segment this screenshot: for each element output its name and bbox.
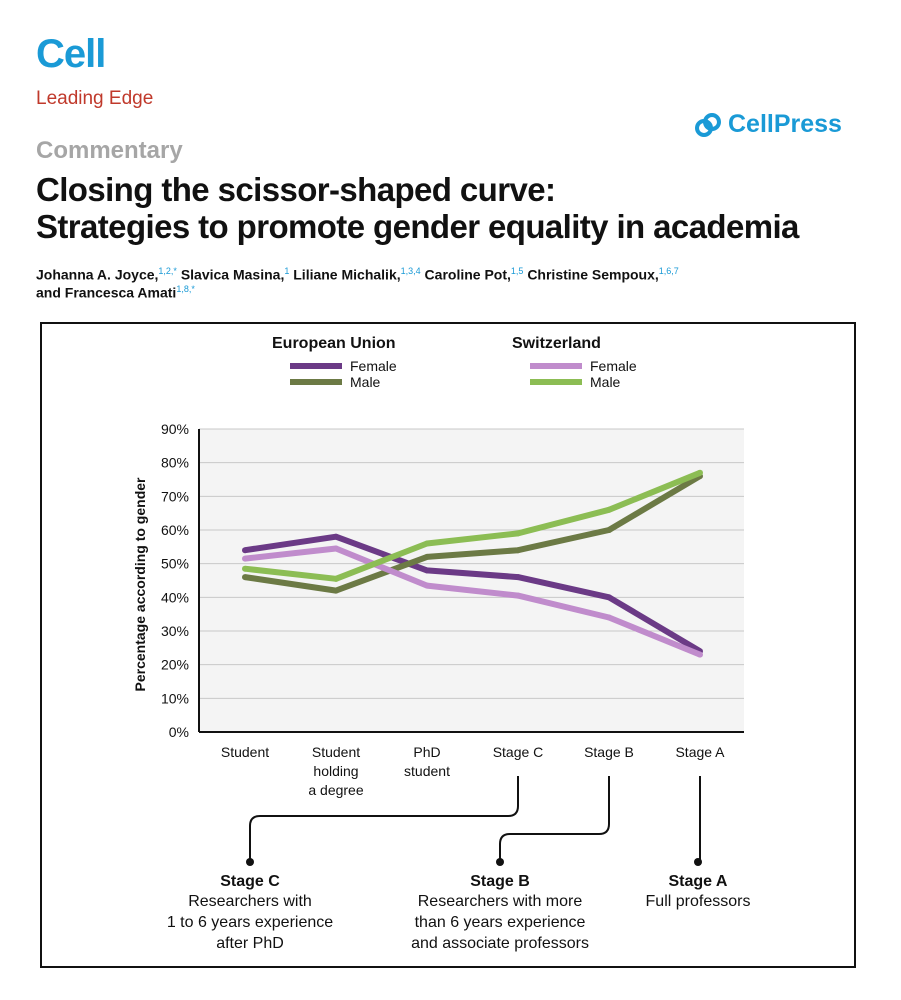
legend-label: Female [350,358,397,374]
x-tick-label: Stage B [584,744,634,760]
x-tick-label: a degree [308,782,363,798]
x-tick-label: Stage A [675,744,725,760]
author-list-line-1: Johanna A. Joyce,1,2,* Slavica Masina,1 … [36,266,679,283]
annotation-dot [246,858,254,866]
x-tick-label: Stage C [493,744,544,760]
y-tick-label: 60% [161,522,189,538]
author-affiliation: 1,2,* [158,266,177,276]
data-point [697,469,703,476]
data-point [697,651,703,658]
annotation-text: and associate professors [411,935,589,952]
annotation-connector [249,776,519,861]
data-point [333,545,339,552]
annotation-text: 1 to 6 years experience [167,914,333,931]
publisher-logo: CellPress [694,110,842,139]
journal-name: Cell [36,32,106,76]
annotation-text: Researchers with more [418,893,583,910]
annotation-text: Full professors [646,893,751,910]
legend-group-title: European Union [272,335,396,352]
y-tick-label: 70% [161,488,189,504]
data-point [424,540,430,547]
y-tick-label: 90% [161,421,189,437]
y-axis-title: Percentage according to gender [132,477,148,691]
series-line [244,533,702,654]
annotation-text: after PhD [216,935,284,952]
data-point [242,565,248,572]
author-name: Slavica Masina, [180,266,285,283]
data-point [515,592,521,599]
author-name: and Francesca Amati [36,284,177,301]
legend-label: Male [350,374,381,390]
y-tick-label: 80% [161,455,189,471]
series-line [244,470,702,582]
data-point [333,587,339,594]
data-point [606,527,612,533]
series-line [244,473,702,594]
annotation-connector [499,776,610,861]
annotation-title: Stage A [669,873,728,890]
author-list-line-2: and Francesca Amati1,8,* [36,284,195,301]
data-point [333,575,339,582]
author-affiliation: 1 [284,266,290,276]
section-label: Leading Edge [36,88,154,109]
data-point [333,533,339,540]
publisher-name: CellPress [728,110,842,138]
x-tick-label: PhD [413,744,440,760]
data-point [424,582,430,589]
data-point [242,574,248,581]
author-affiliation: 1,5 [510,266,524,276]
author-name: Caroline Pot, [424,266,511,283]
data-point [424,553,430,560]
y-tick-label: 20% [161,657,189,673]
annotation-title: Stage C [220,873,280,890]
annotation-dot [694,858,702,866]
y-tick-label: 10% [161,690,189,706]
x-tick-label: holding [313,763,358,779]
data-point [606,506,612,513]
author-name: Christine Sempoux, [527,266,659,283]
legend-label: Female [590,358,637,374]
data-point [424,567,430,574]
x-tick-label: Student [221,744,269,760]
author-affiliation: 1,6,7 [658,266,679,276]
annotation-text: than 6 years experience [415,914,586,931]
article-title-line-1: Closing the scissor-shaped curve: [36,171,556,208]
y-tick-label: 50% [161,556,189,572]
data-point [606,614,612,621]
y-tick-label: 0% [169,724,189,740]
author-affiliation: 1,8,* [176,284,195,294]
data-point [515,547,521,554]
plot-area [199,429,744,732]
annotation-text: Researchers with [188,893,312,910]
annotation-title: Stage B [470,873,530,890]
series-line [244,545,702,658]
legend-group-title: Switzerland [512,335,601,352]
author-name: Liliane Michalik, [293,266,401,283]
annotation-dot [496,858,504,866]
data-point [515,530,521,537]
y-tick-label: 30% [161,623,189,639]
figure-frame: 0% 10% 20% 30% 40% 50% 60% 70% 80% 90% Percentage … [40,322,856,968]
x-tick-label: student [404,763,450,779]
legend-label: Male [590,374,621,390]
author-affiliation: 1,3,4 [400,266,421,276]
data-point [242,547,248,554]
x-tick-label: Student [312,744,360,760]
data-point [515,574,521,581]
author-name: Johanna A. Joyce, [36,266,159,283]
cellpress-logo-icon [695,112,721,137]
data-point [242,555,248,562]
article-title-line-2: Strategies to promote gender equality in… [36,208,799,245]
y-tick-label: 40% [161,589,189,605]
scissor-curve-chart: 0% 10% 20% 30% 40% 50% 60% 70% 80% 90% Percentage … [132,335,751,952]
data-point [606,594,612,601]
article-category: Commentary [36,137,183,164]
